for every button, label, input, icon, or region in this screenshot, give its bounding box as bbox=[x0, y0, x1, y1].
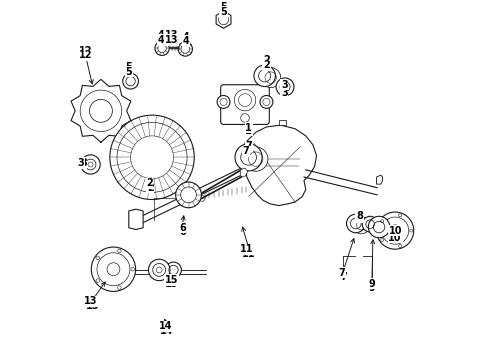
Text: 4: 4 bbox=[183, 32, 190, 42]
Text: 10: 10 bbox=[389, 226, 403, 235]
FancyBboxPatch shape bbox=[220, 85, 270, 125]
Text: 7: 7 bbox=[340, 272, 347, 282]
Text: 4: 4 bbox=[158, 30, 164, 40]
Circle shape bbox=[110, 115, 194, 199]
Text: 2: 2 bbox=[263, 60, 270, 71]
Circle shape bbox=[217, 95, 230, 108]
Polygon shape bbox=[71, 80, 131, 142]
Text: 5: 5 bbox=[220, 7, 227, 17]
Circle shape bbox=[362, 216, 378, 232]
Text: 9: 9 bbox=[368, 279, 375, 288]
Circle shape bbox=[260, 95, 273, 108]
Circle shape bbox=[178, 42, 193, 56]
Circle shape bbox=[276, 78, 294, 96]
Circle shape bbox=[148, 259, 170, 281]
Text: 1: 1 bbox=[245, 123, 252, 132]
Text: 8: 8 bbox=[356, 212, 363, 222]
Polygon shape bbox=[216, 11, 231, 28]
Text: 6: 6 bbox=[179, 223, 186, 233]
Circle shape bbox=[166, 262, 181, 278]
Text: 3: 3 bbox=[281, 88, 288, 98]
Text: 13: 13 bbox=[86, 301, 100, 311]
Text: 8: 8 bbox=[356, 211, 363, 221]
Text: 3: 3 bbox=[281, 80, 288, 90]
Circle shape bbox=[235, 144, 262, 171]
Circle shape bbox=[353, 217, 370, 234]
Text: 12: 12 bbox=[79, 50, 93, 60]
Circle shape bbox=[254, 65, 275, 86]
Text: 14: 14 bbox=[160, 326, 173, 336]
Text: 13: 13 bbox=[84, 296, 98, 306]
Circle shape bbox=[155, 41, 169, 55]
Text: 11: 11 bbox=[240, 244, 253, 254]
Text: 7: 7 bbox=[245, 141, 252, 151]
Circle shape bbox=[91, 247, 136, 291]
Text: 4: 4 bbox=[158, 35, 164, 45]
Circle shape bbox=[81, 155, 100, 174]
Text: 5: 5 bbox=[125, 67, 132, 77]
Text: 14: 14 bbox=[159, 321, 172, 332]
Text: 7: 7 bbox=[243, 146, 249, 156]
Text: 3: 3 bbox=[77, 158, 84, 168]
Circle shape bbox=[376, 212, 414, 249]
Text: 2: 2 bbox=[146, 179, 152, 188]
Polygon shape bbox=[129, 209, 143, 230]
Text: 3: 3 bbox=[80, 158, 87, 168]
Text: 9: 9 bbox=[368, 283, 375, 293]
Circle shape bbox=[368, 216, 390, 238]
Text: 12: 12 bbox=[79, 46, 93, 56]
Polygon shape bbox=[241, 168, 248, 176]
Text: 10: 10 bbox=[389, 233, 402, 243]
Circle shape bbox=[261, 68, 281, 87]
Text: 7: 7 bbox=[338, 268, 345, 278]
Text: 11: 11 bbox=[242, 249, 255, 259]
Polygon shape bbox=[279, 120, 286, 125]
Text: 15: 15 bbox=[165, 275, 178, 285]
Text: 15: 15 bbox=[165, 279, 178, 289]
Circle shape bbox=[244, 147, 268, 171]
Polygon shape bbox=[376, 175, 383, 184]
Text: 5: 5 bbox=[220, 2, 227, 12]
Text: 6: 6 bbox=[179, 228, 186, 237]
Text: 4: 4 bbox=[183, 36, 190, 46]
Text: 1: 1 bbox=[245, 126, 252, 135]
Text: 13: 13 bbox=[165, 30, 178, 40]
Polygon shape bbox=[245, 125, 317, 206]
Text: 13: 13 bbox=[165, 35, 178, 45]
Circle shape bbox=[346, 214, 365, 233]
Circle shape bbox=[175, 182, 201, 208]
Text: 2: 2 bbox=[263, 55, 270, 66]
Text: 2: 2 bbox=[147, 183, 154, 193]
Circle shape bbox=[122, 73, 139, 89]
Text: 5: 5 bbox=[125, 62, 132, 72]
